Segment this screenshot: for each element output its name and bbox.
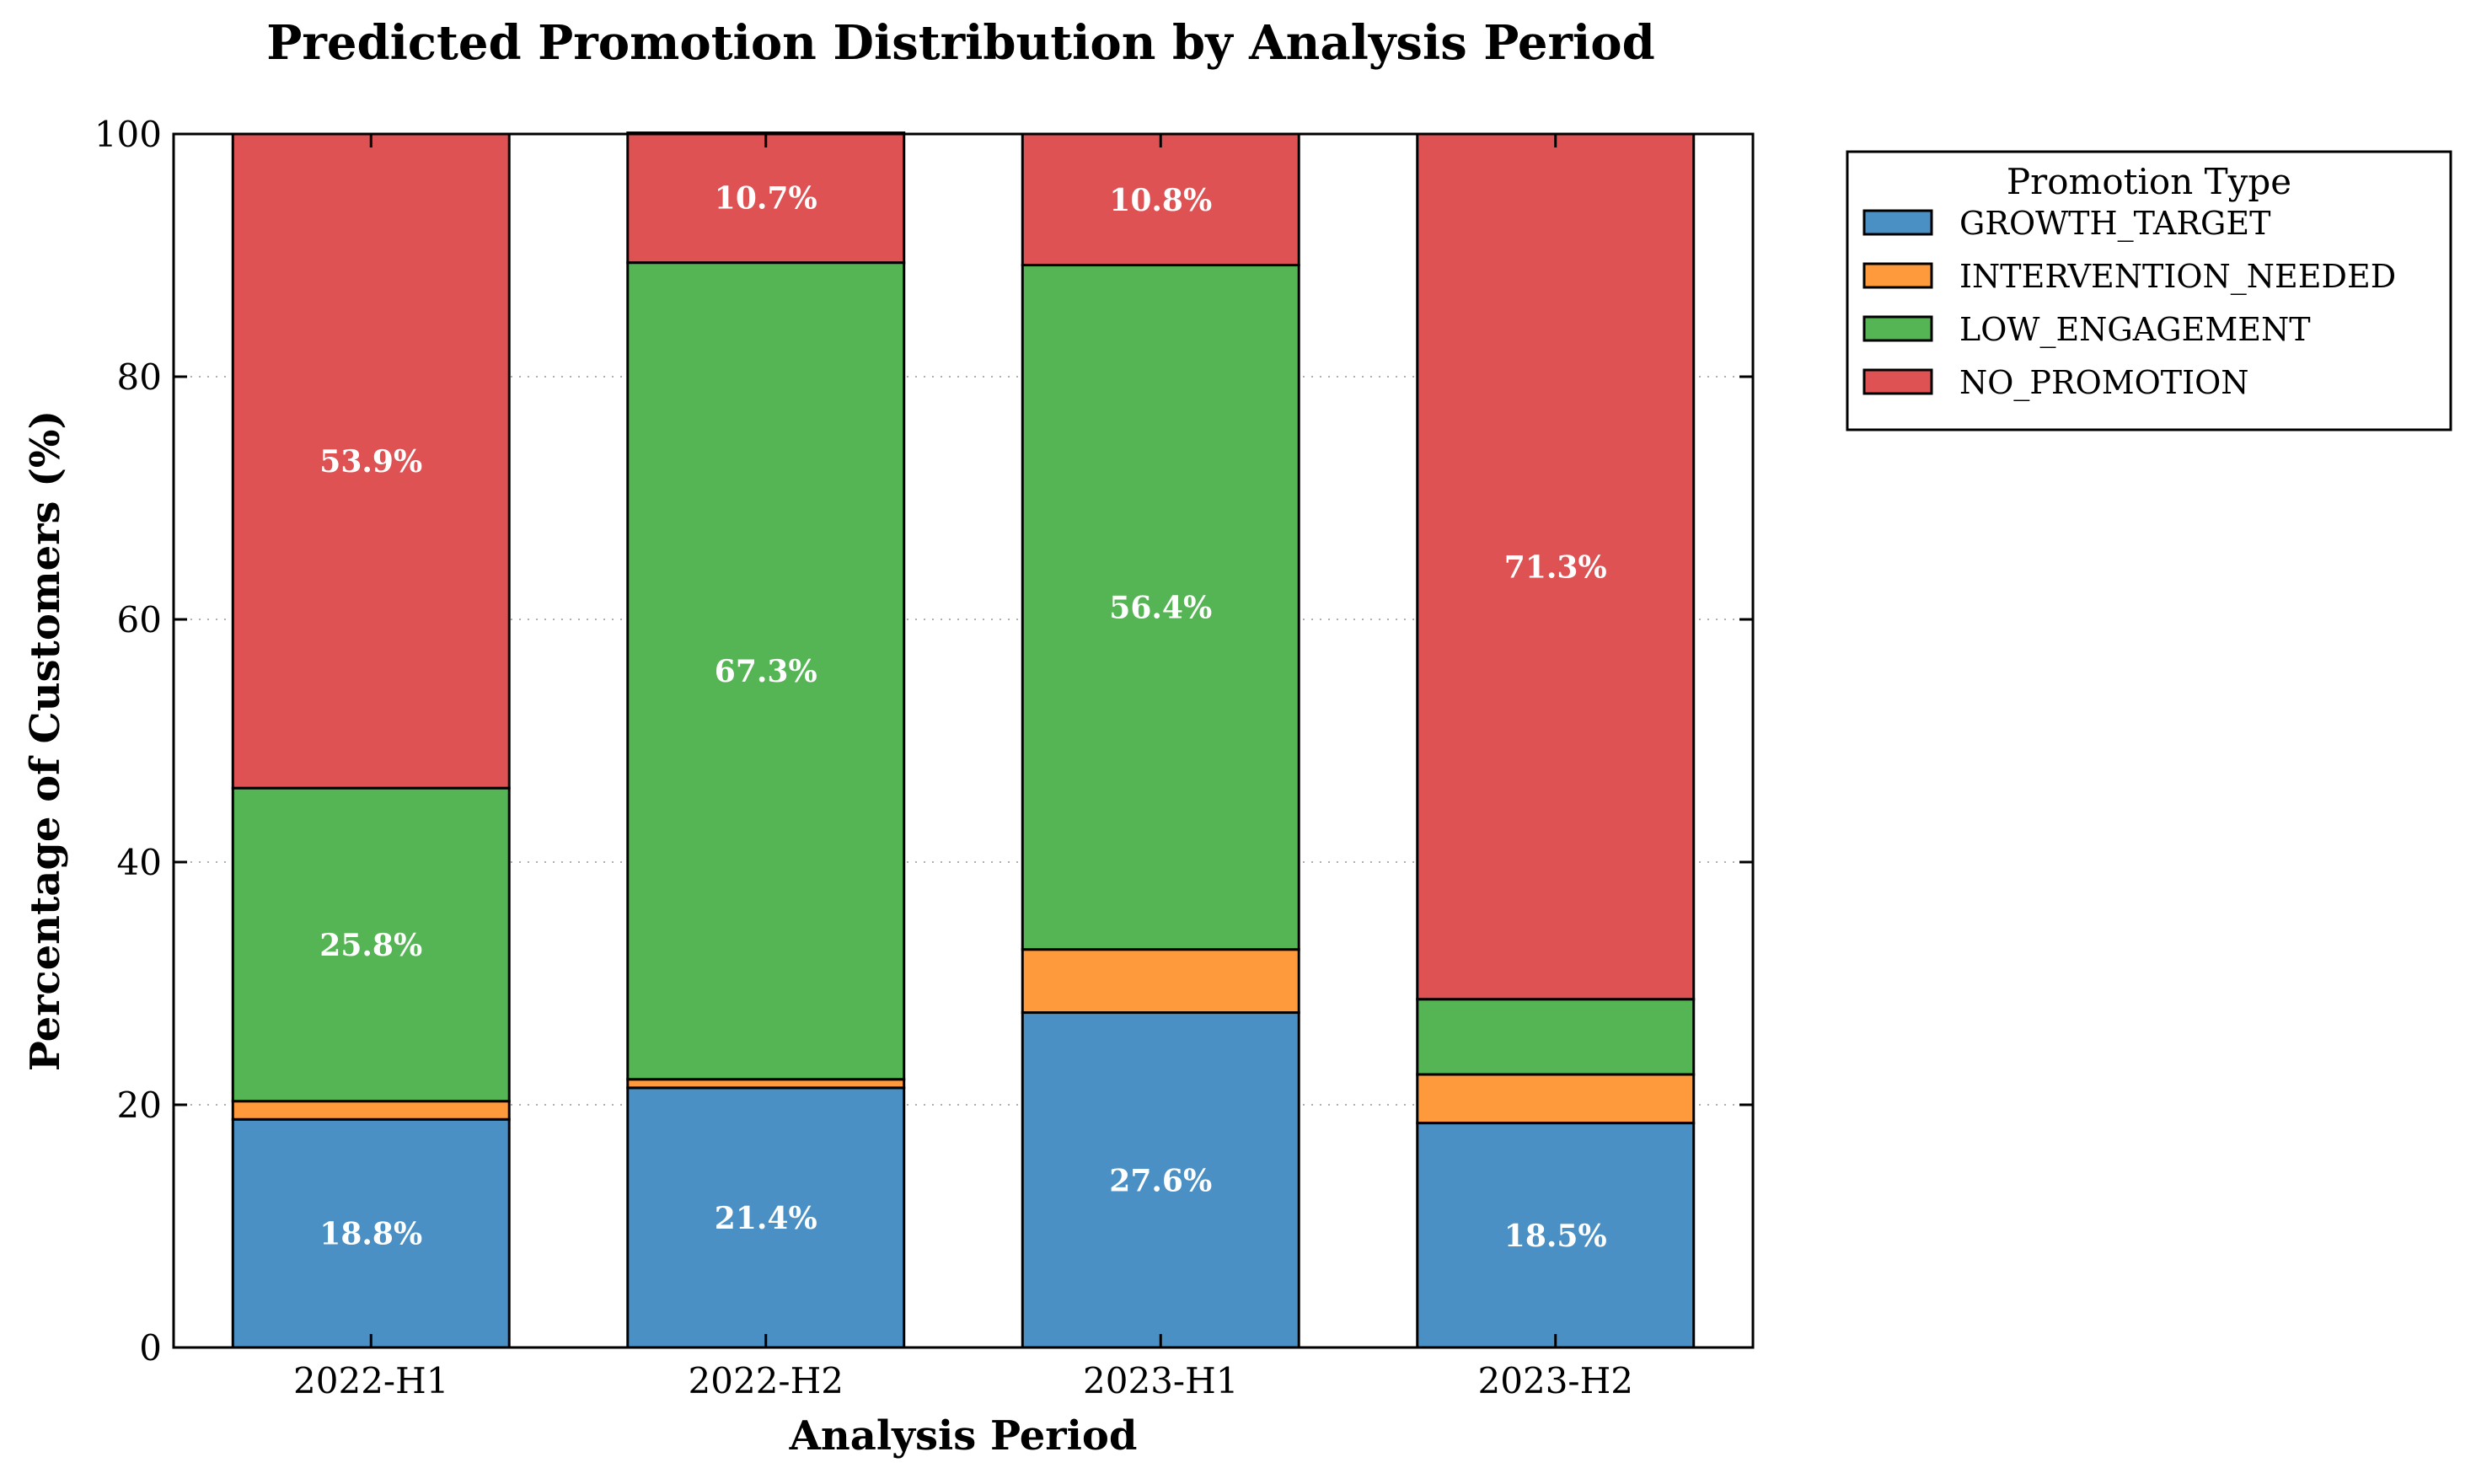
x-tick-label-2023-h1: 2023-H1 (1083, 1360, 1238, 1401)
data-label-2022-h1-low-engagement: 25.8% (319, 928, 422, 963)
axis-ticks: 0 20 40 60 80 100 2022-H1 2022-H2 2023-H1 2023-H2 (94, 114, 1753, 1401)
bar-2023-h2-low-engagement (1416, 998, 1696, 1076)
data-label-2022-h2-low-engagement: 67.3% (715, 654, 817, 689)
data-label-2022-h1-growth-target: 18.8% (319, 1217, 422, 1252)
bar-2022-h1-low-engagement (231, 786, 511, 1103)
data-labels: 18.8% 25.8% 53.9% 21.4% 67.3% 10.7% 27.6% 56.4%… (319, 181, 1606, 1254)
y-tick-label-100: 100 (94, 114, 162, 155)
bar-2023-h1-low-engagement (1021, 264, 1300, 951)
legend-swatch-intervention-needed (1862, 262, 1933, 289)
legend-box (1846, 150, 2452, 431)
x-tick-label-2022-h1: 2022-H1 (293, 1360, 448, 1401)
bar-2022-h2-growth-target (626, 1086, 906, 1349)
bar-2022-h2-intervention-needed (626, 1078, 906, 1090)
bar-2022-h2-no-promotion (626, 131, 906, 265)
legend: Promotion Type GROWTH_TARGET INTERVENTION… (1846, 150, 2452, 431)
bar-2023-h2-no-promotion (1416, 132, 1696, 1001)
legend-label-low-engagement: LOW_ENGAGEMENT (1959, 311, 2311, 349)
bar-2022-h1-intervention-needed (231, 1100, 511, 1121)
legend-title: Promotion Type (2007, 161, 2291, 202)
data-label-2022-h2-growth-target: 21.4% (715, 1201, 817, 1236)
x-tick-label-2023-h2: 2023-H2 (1478, 1360, 1633, 1401)
data-label-2023-h1-growth-target: 27.6% (1109, 1163, 1212, 1198)
bar-2023-h1-no-promotion (1021, 132, 1300, 267)
data-label-2022-h1-no-promotion: 53.9% (319, 444, 422, 479)
bar-2023-h2-intervention-needed (1416, 1073, 1696, 1125)
y-tick-label-0: 0 (139, 1327, 162, 1369)
data-label-2023-h2-growth-target: 18.5% (1504, 1219, 1607, 1254)
x-axis-label: Analysis Period (789, 1412, 1138, 1460)
bar-2023-h2-growth-target (1416, 1122, 1696, 1349)
legend-label-intervention-needed: INTERVENTION_NEEDED (1959, 258, 2396, 296)
legend-swatch-no-promotion (1862, 368, 1933, 395)
chart-title: Predicted Promotion Distribution by Anal… (266, 15, 1655, 71)
data-label-2023-h2-no-promotion: 71.3% (1504, 549, 1607, 585)
data-label-2023-h1-low-engagement: 56.4% (1109, 591, 1212, 626)
legend-label-growth-target: GROWTH_TARGET (1959, 205, 2270, 243)
y-tick-label-60: 60 (117, 599, 162, 640)
bar-2023-h1-intervention-needed (1021, 948, 1300, 1015)
data-label-2023-h1-no-promotion: 10.8% (1109, 183, 1212, 218)
bar-2022-h2-low-engagement (626, 261, 906, 1081)
x-tick-label-2022-h2: 2022-H2 (689, 1360, 844, 1401)
legend-swatch-low-engagement (1862, 315, 1933, 342)
y-tick-label-20: 20 (117, 1085, 162, 1126)
plot-frame (172, 132, 1755, 1349)
legend-label-no-promotion: NO_PROMOTION (1959, 364, 2249, 402)
legend-swatch-growth-target (1862, 209, 1933, 236)
legend-items: GROWTH_TARGET INTERVENTION_NEEDED LOW_ENGA… (1862, 205, 2396, 402)
y-tick-label-80: 80 (117, 356, 162, 398)
bars (231, 131, 1696, 1349)
data-label-2022-h2-no-promotion: 10.7% (715, 181, 817, 217)
y-axis-label: Percentage of Customers (%) (22, 410, 69, 1071)
bar-2023-h1-growth-target (1021, 1011, 1300, 1349)
y-tick-label-40: 40 (117, 842, 162, 883)
